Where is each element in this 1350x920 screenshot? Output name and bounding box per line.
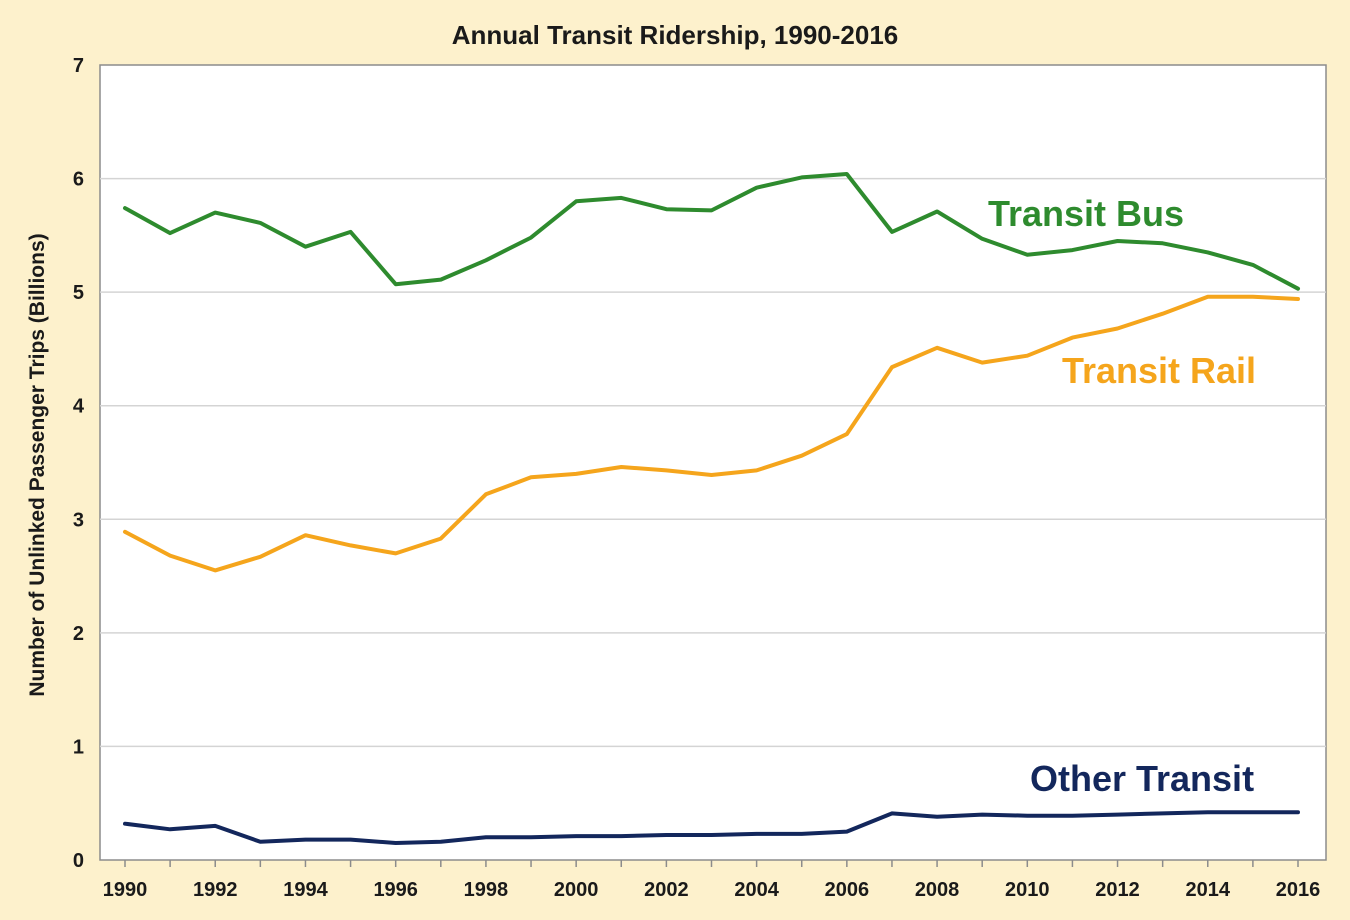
x-tick-label: 1992 [193,879,238,901]
y-tick-label: 2 [73,623,84,645]
y-tick-label: 3 [73,509,84,531]
y-tick-label: 6 [73,169,84,191]
x-tick-label: 1990 [103,879,148,901]
y-tick-label: 5 [73,282,84,304]
series-line-transit-rail [123,294,1300,573]
x-axis-ticks: 1990 1992 1994 1996 1998 2000 2002 2004 2006 2008… [103,860,1321,901]
series-lines [123,172,1300,845]
y-tick-label: 4 [73,396,85,418]
x-tick-label: 2016 [1276,879,1321,901]
series-label-other-transit: Other Transit [1030,758,1254,799]
plot-area [99,64,1327,861]
x-tick-label: 2008 [915,879,960,901]
series-label-transit-bus: Transit Bus [988,193,1184,234]
x-tick-label: 2004 [734,879,779,901]
x-tick-label: 2002 [644,879,689,901]
x-tick-label: 2014 [1186,879,1231,901]
chart-title: Annual Transit Ridership, 1990-2016 [452,20,899,50]
y-tick-label: 1 [73,736,84,758]
series-line-transit-bus [123,172,1300,291]
x-tick-label: 1994 [283,879,328,901]
x-tick-label: 1998 [464,879,509,901]
y-axis-ticks: 0 1 2 3 4 5 6 7 [73,55,85,872]
x-tick-label: 2012 [1095,879,1140,901]
x-tick-label: 2000 [554,879,599,901]
x-tick-label: 1996 [373,879,418,901]
gridlines [100,177,1326,748]
y-tick-label: 7 [73,55,84,77]
y-axis-label: Number of Unlinked Passenger Trips (Bill… [26,233,49,696]
y-tick-label: 0 [73,850,84,872]
x-tick-label: 2010 [1005,879,1050,901]
series-label-transit-rail: Transit Rail [1062,350,1256,391]
x-tick-label: 2006 [825,879,870,901]
series-line-other-transit [123,810,1300,845]
